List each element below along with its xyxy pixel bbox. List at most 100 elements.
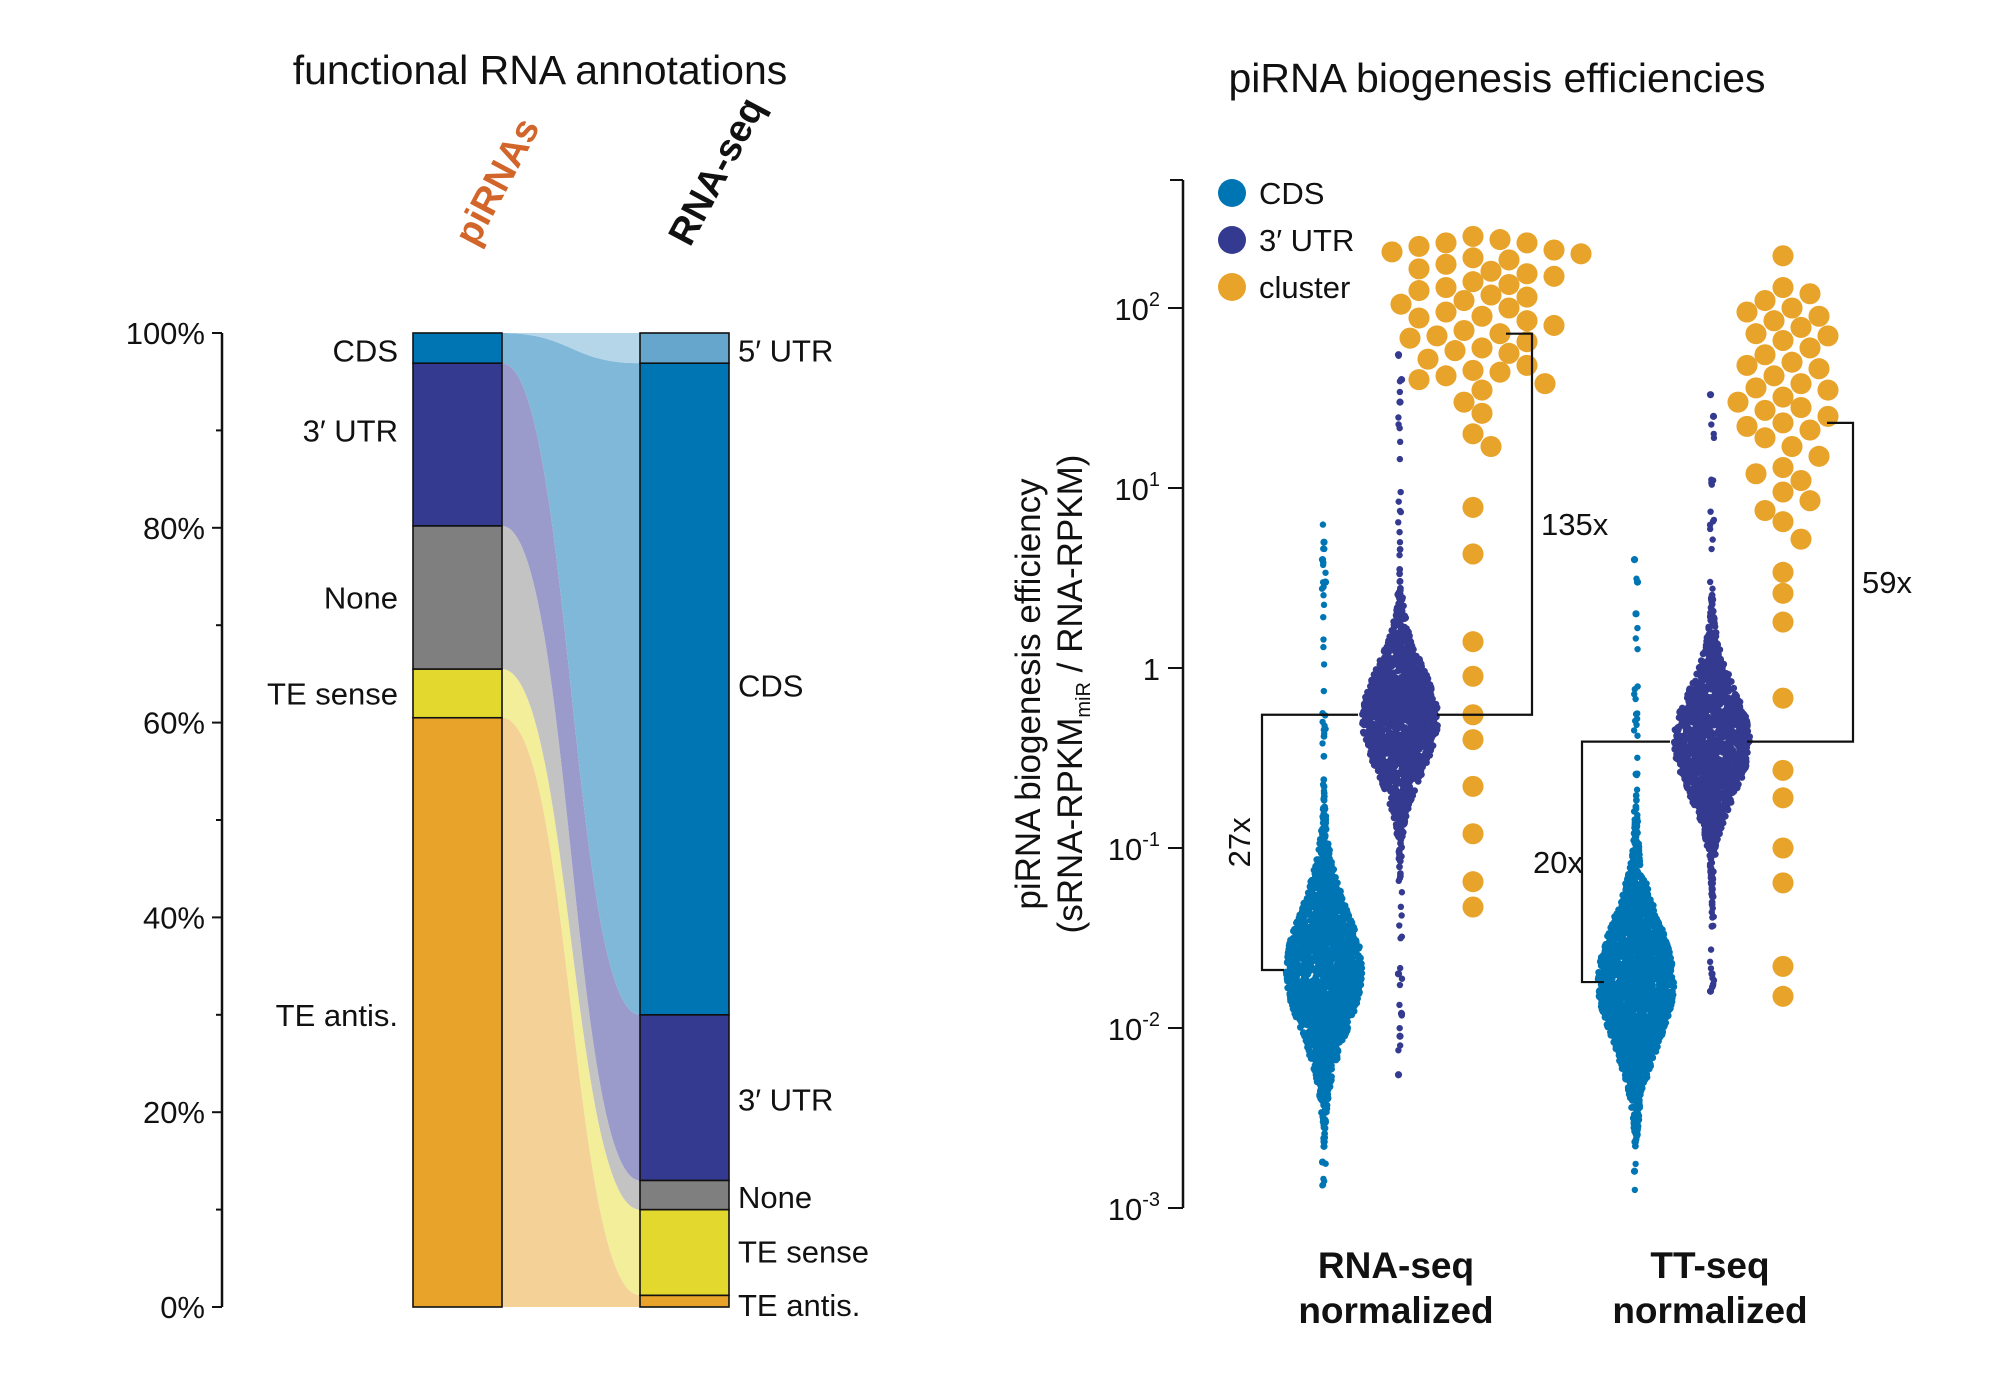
scatter-point: [1325, 1054, 1333, 1062]
bar-segment-pirnas-cds: [412, 332, 503, 364]
scatter-point: [1390, 681, 1397, 689]
right-tick-label: 1: [1143, 652, 1160, 687]
scatter-point: [1400, 632, 1408, 640]
scatter-point: [1380, 717, 1388, 724]
scatter-point: [1412, 654, 1419, 661]
scatter-point: [1347, 949, 1355, 957]
scatter-point: [1399, 327, 1421, 349]
scatter-point: [1329, 931, 1336, 939]
scatter-point: [1341, 954, 1349, 962]
scatter-point: [1397, 935, 1404, 942]
scatter-point: [1388, 768, 1396, 776]
scatter-point: [1321, 722, 1328, 729]
scatter-point: [1411, 726, 1419, 733]
scatter-point: [1292, 944, 1300, 952]
scatter-point: [1309, 985, 1316, 993]
scatter-point: [1396, 578, 1403, 585]
scatter-point: [1344, 1003, 1351, 1010]
scatter-point: [1322, 1075, 1330, 1083]
scatter-point: [1349, 925, 1357, 932]
scatter-point: [1377, 675, 1384, 683]
scatter-point: [1498, 249, 1520, 271]
scatter-point: [1381, 241, 1403, 263]
scatter-point: [1399, 594, 1406, 601]
scatter-point: [1352, 990, 1360, 997]
segment-label-pirnas: None: [324, 580, 398, 615]
scatter-point: [1328, 861, 1335, 869]
flow-cds: [502, 333, 640, 1015]
scatter-point: [1300, 948, 1308, 956]
scatter-point: [1405, 647, 1413, 655]
scatter-point: [1408, 307, 1430, 329]
scatter-point: [1355, 954, 1362, 961]
scatter-point: [1396, 1032, 1404, 1040]
scatter-point: [1360, 729, 1368, 737]
scatter-point: [1378, 762, 1386, 770]
y-axis-label-line1: piRNA biogenesis efficiency: [1009, 478, 1048, 910]
scatter-point: [1396, 388, 1404, 396]
scatter-point: [1462, 225, 1484, 247]
y-axis-label-pre: (sRNA-RPKM: [1051, 718, 1090, 934]
scatter-point: [1320, 592, 1327, 599]
bar-segment-pirnas-tesense: [412, 668, 503, 719]
scatter-point: [1291, 1002, 1299, 1010]
scatter-point: [1422, 757, 1429, 765]
scatter-point: [1330, 988, 1337, 996]
scatter-point: [1405, 673, 1413, 681]
right-tick-label: 102: [1114, 289, 1160, 327]
scatter-point: [1397, 616, 1405, 624]
right-tick-label: 101: [1114, 469, 1160, 507]
scatter-point: [1320, 984, 1328, 991]
scatter-point: [1418, 721, 1426, 729]
scatter-point: [1337, 1021, 1345, 1028]
scatter-point: [1301, 940, 1309, 948]
left-tick-label: 80%: [143, 511, 205, 546]
scatter-point: [1399, 705, 1407, 712]
right-panel: piRNA biogenesis efficiencies 10-310-210…: [1009, 55, 1912, 1331]
scatter-point: [1322, 816, 1329, 824]
scatter-point: [1462, 871, 1484, 893]
scatter-point: [1319, 781, 1327, 788]
legend-marker-cluster: [1218, 273, 1246, 301]
scatter-point: [1396, 981, 1404, 989]
scatter-point: [1462, 823, 1484, 845]
scatter-point: [1543, 314, 1565, 336]
scatter-point: [1324, 1040, 1332, 1047]
scatter-point: [1362, 707, 1370, 714]
scatter-point: [1417, 688, 1424, 696]
scatter-point: [1330, 1015, 1337, 1023]
scatter-point: [1489, 229, 1511, 251]
scatter-point: [1403, 774, 1410, 782]
scatter-point: [1285, 969, 1293, 976]
legend-label: 3′ UTR: [1259, 223, 1354, 258]
scatter-point: [1397, 680, 1405, 687]
scatter-point: [1394, 1071, 1403, 1079]
scatter-point: [1396, 850, 1403, 858]
scatter-point: [1396, 378, 1404, 385]
scatter-point: [1283, 975, 1291, 983]
bar-segment-rnaseq-teantis: [639, 1294, 730, 1308]
scatter-point: [1321, 829, 1328, 836]
segment-label-rnaseq: CDS: [738, 669, 803, 704]
right-tick-base: 10: [1114, 472, 1148, 507]
scatter-point: [1319, 561, 1327, 569]
scatter-point: [1291, 972, 1299, 980]
scatter-point: [1288, 982, 1296, 990]
scatter-point: [1412, 670, 1420, 678]
scatter-point: [1453, 319, 1475, 342]
scatter-point: [1316, 946, 1323, 954]
scatter-point: [1462, 423, 1484, 445]
scatter-point: [1312, 862, 1319, 870]
scatter-point: [1395, 414, 1402, 421]
left-chart-title: functional RNA annotations: [293, 47, 788, 93]
scatter-point: [1397, 508, 1405, 516]
scatter-point: [1320, 636, 1327, 643]
y-axis-label: piRNA biogenesis efficiency (sRNA-RPKMmiR…: [1009, 455, 1095, 934]
scatter-point: [1348, 977, 1355, 984]
scatter-point: [1398, 912, 1405, 919]
scatter-point: [1382, 658, 1390, 666]
segment-label-rnaseq: TE antis.: [738, 1288, 860, 1323]
scatter-point: [1308, 892, 1316, 900]
scatter-point: [1411, 718, 1419, 725]
